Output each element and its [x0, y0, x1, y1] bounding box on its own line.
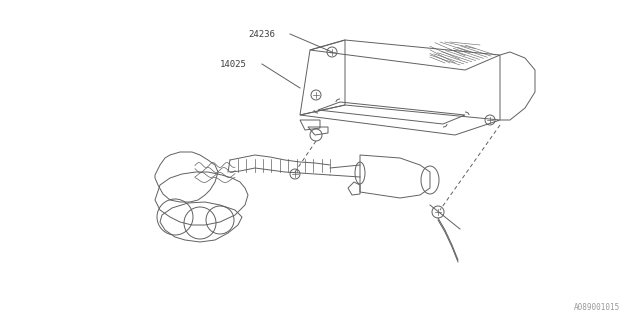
- Text: A089001015: A089001015: [573, 303, 620, 312]
- Text: 14025: 14025: [220, 60, 247, 68]
- Text: 24236: 24236: [248, 29, 275, 38]
